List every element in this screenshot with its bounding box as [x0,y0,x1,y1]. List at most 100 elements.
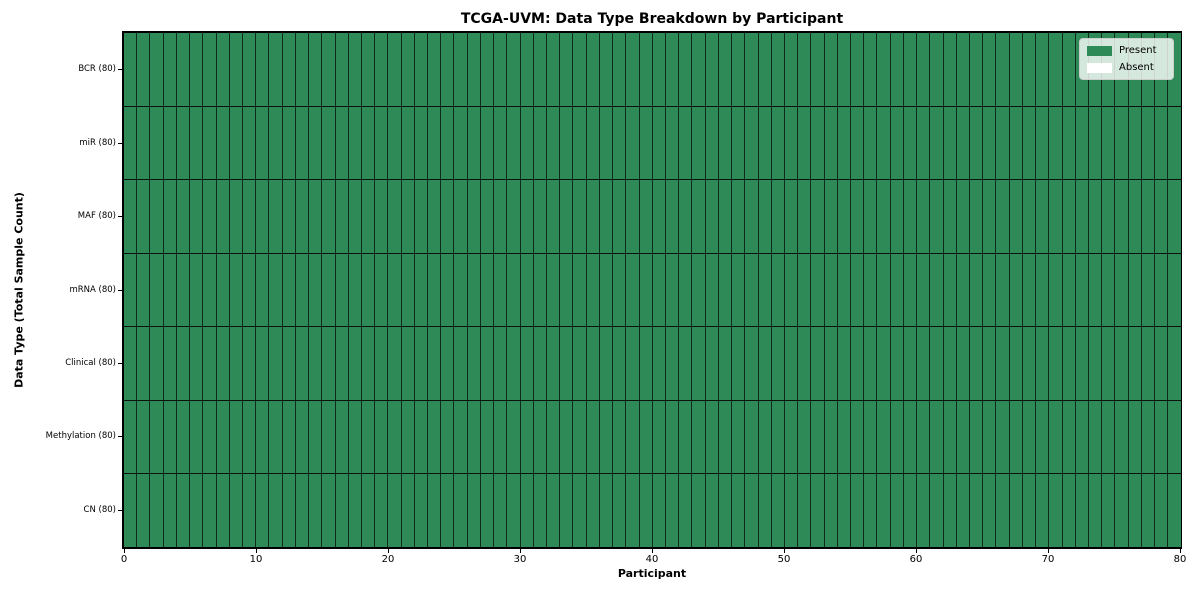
heatmap-cell [322,400,336,474]
heatmap-cell [335,253,349,327]
heatmap-cell [282,400,296,474]
heatmap-cell [1128,106,1142,180]
heatmap-cell [335,400,349,474]
heatmap-cell [1141,400,1156,474]
heatmap-cell [586,327,600,400]
heatmap-cell [401,474,415,548]
heatmap-cell [652,106,666,180]
heatmap-cell [190,474,204,548]
heatmap-cell [824,327,838,400]
heatmap-row [124,180,1181,254]
heatmap-cell [599,180,614,253]
heatmap-cell [705,106,719,180]
x-tick-mark [915,549,917,553]
heatmap-cell [784,33,799,106]
heatmap-cell [203,33,217,106]
heatmap-cell [943,474,957,548]
heatmap-cell [1128,253,1142,327]
heatmap-cell [1009,474,1023,548]
y-tick-mark [118,69,122,71]
heatmap-cell [176,106,191,180]
heatmap-cell [679,180,693,253]
heatmap-cell [269,474,283,548]
heatmap-cell [758,180,772,253]
heatmap-cell [679,33,693,106]
heatmap-cell [956,180,970,253]
heatmap-cell [229,180,243,253]
heatmap-cell [758,327,772,400]
heatmap-cell [441,106,455,180]
heatmap-cell [798,180,812,253]
heatmap-cell [494,106,508,180]
heatmap-cell [414,400,429,474]
heatmap-cell [732,474,746,548]
heatmap-cell [890,253,904,327]
heatmap-cell [520,180,534,253]
heatmap-cell [837,474,852,548]
heatmap-cell [930,400,944,474]
heatmap-cell [798,253,812,327]
legend-swatch-present [1087,45,1112,56]
heatmap-cell [150,253,164,327]
heatmap-cell [665,253,680,327]
heatmap-cell [480,474,495,548]
heatmap-cell [917,106,931,180]
heatmap-cell [441,327,455,400]
heatmap-cell [705,33,719,106]
heatmap-cell [877,253,891,327]
heatmap-cell [996,253,1010,327]
heatmap-cell [335,180,349,253]
heatmap-cell [560,327,574,400]
heatmap-cell [150,106,164,180]
heatmap-cell [996,474,1010,548]
heatmap-cell [599,106,614,180]
heatmap-cell [1075,400,1089,474]
heatmap-cell [295,33,310,106]
heatmap-cell [983,253,997,327]
heatmap-cell [256,474,270,548]
heatmap-cell [930,33,944,106]
heatmap-cell [613,180,627,253]
heatmap-cell [639,180,653,253]
heatmap-cell [1009,400,1023,474]
heatmap-cell [190,180,204,253]
heatmap-cell [388,106,402,180]
heatmap-cell [1022,474,1037,548]
heatmap-cell [216,106,230,180]
heatmap-cell [375,33,389,106]
heatmap-cell [771,180,785,253]
heatmap-cell [309,106,323,180]
heatmap-cell [1102,327,1116,400]
heatmap-cell [428,474,442,548]
heatmap-cell [652,400,666,474]
heatmap-cell [983,400,997,474]
heatmap-cell [679,327,693,400]
heatmap-cell [864,400,878,474]
heatmap-cell [665,106,680,180]
heatmap-cell [1155,400,1169,474]
heatmap-cell [441,474,455,548]
heatmap-cell [1062,327,1076,400]
heatmap-row [124,106,1181,181]
legend-label: Absent [1119,62,1154,73]
heatmap-cell [890,106,904,180]
heatmap-cell [1022,327,1037,400]
heatmap-cell [414,180,429,253]
heatmap-cell [520,327,534,400]
heatmap-cell [1036,106,1050,180]
heatmap-cell [930,106,944,180]
heatmap-cell [665,474,680,548]
heatmap-cell [1088,253,1103,327]
heatmap-cell [798,33,812,106]
heatmap-cell [639,400,653,474]
heatmap-cell [956,400,970,474]
heatmap-cell [665,400,680,474]
heatmap-cell [150,327,164,400]
heatmap-cell [943,33,957,106]
heatmap-cell [626,253,640,327]
heatmap-cell [441,400,455,474]
heatmap-cell [877,474,891,548]
heatmap-cell [242,106,257,180]
heatmap-cell [784,474,799,548]
heatmap-cell [1102,253,1116,327]
